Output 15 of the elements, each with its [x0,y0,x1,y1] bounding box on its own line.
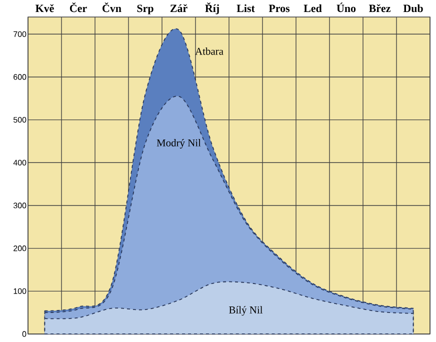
x-tick-label: Čer [70,2,87,12]
x-tick-label: Úno [336,2,356,12]
x-tick-label: Čvn [102,2,122,12]
x-tick-label: Kvě [36,4,54,12]
series-label: Atbara [195,47,224,55]
x-tick-label: List [236,4,255,12]
x-tick-label: Pros [268,4,290,12]
x-tick-label: Dub [403,4,423,12]
x-tick-label: Zář [170,4,188,12]
series-label: Bílý Nil [229,306,263,316]
x-tick-label: Břez [368,4,390,12]
x-tick-label: Srp [137,4,154,14]
x-tick-label: Led [304,4,322,12]
x-tick-label: Říj [205,2,219,14]
series-label: Modrý Nil [156,139,201,149]
